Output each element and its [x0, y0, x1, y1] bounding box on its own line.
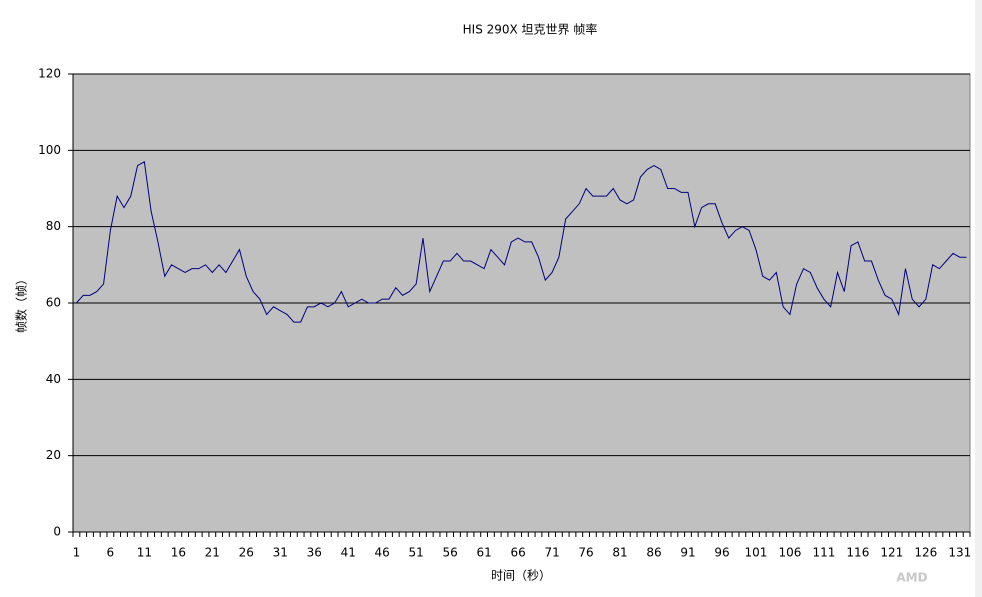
x-tick-label: 101 [744, 546, 767, 560]
x-tick-label: 96 [714, 546, 729, 560]
data-line [76, 160, 967, 323]
y-tick-label: 100 [38, 143, 61, 157]
x-tick-label: 111 [812, 546, 835, 560]
x-tick-label: 131 [948, 546, 971, 560]
y-tick-label: 60 [46, 296, 61, 310]
x-tick-label: 1 [73, 546, 81, 560]
x-tick-label: 106 [778, 546, 801, 560]
x-tick-label: 56 [443, 546, 458, 560]
x-tick-label: 81 [612, 546, 627, 560]
watermark: AMD [896, 571, 927, 585]
x-tick-label: 91 [680, 546, 695, 560]
x-tick-label: 26 [239, 546, 254, 560]
x-tick-label: 66 [510, 546, 525, 560]
chart-title: HIS 290X 坦克世界 帧率 [463, 22, 598, 37]
x-tick-label: 21 [205, 546, 220, 560]
y-tick-label: 120 [38, 67, 61, 81]
y-tick-label: 0 [53, 525, 61, 539]
y-axis-label: 帧数（帧） [14, 273, 29, 333]
x-tick-label: 116 [846, 546, 869, 560]
y-tick-label: 20 [46, 448, 61, 462]
y-tick-label: 40 [46, 372, 61, 386]
x-tick-label: 86 [646, 546, 661, 560]
x-tick-label: 41 [341, 546, 356, 560]
y-tick-label: 80 [46, 219, 61, 233]
x-tick-label: 121 [880, 546, 903, 560]
x-tick-label: 51 [409, 546, 424, 560]
x-tick-label: 71 [544, 546, 559, 560]
x-tick-label: 46 [375, 546, 390, 560]
edge [975, 0, 982, 597]
x-tick-label: 6 [107, 546, 115, 560]
x-tick-label: 11 [137, 546, 152, 560]
x-tick-label: 126 [914, 546, 937, 560]
x-axis-label: 时间（秒） [491, 569, 551, 583]
x-tick-label: 76 [578, 546, 593, 560]
x-tick-label: 31 [273, 546, 288, 560]
x-tick-label: 16 [171, 546, 186, 560]
x-tick-label: 36 [307, 546, 322, 560]
x-tick-label: 61 [476, 546, 491, 560]
